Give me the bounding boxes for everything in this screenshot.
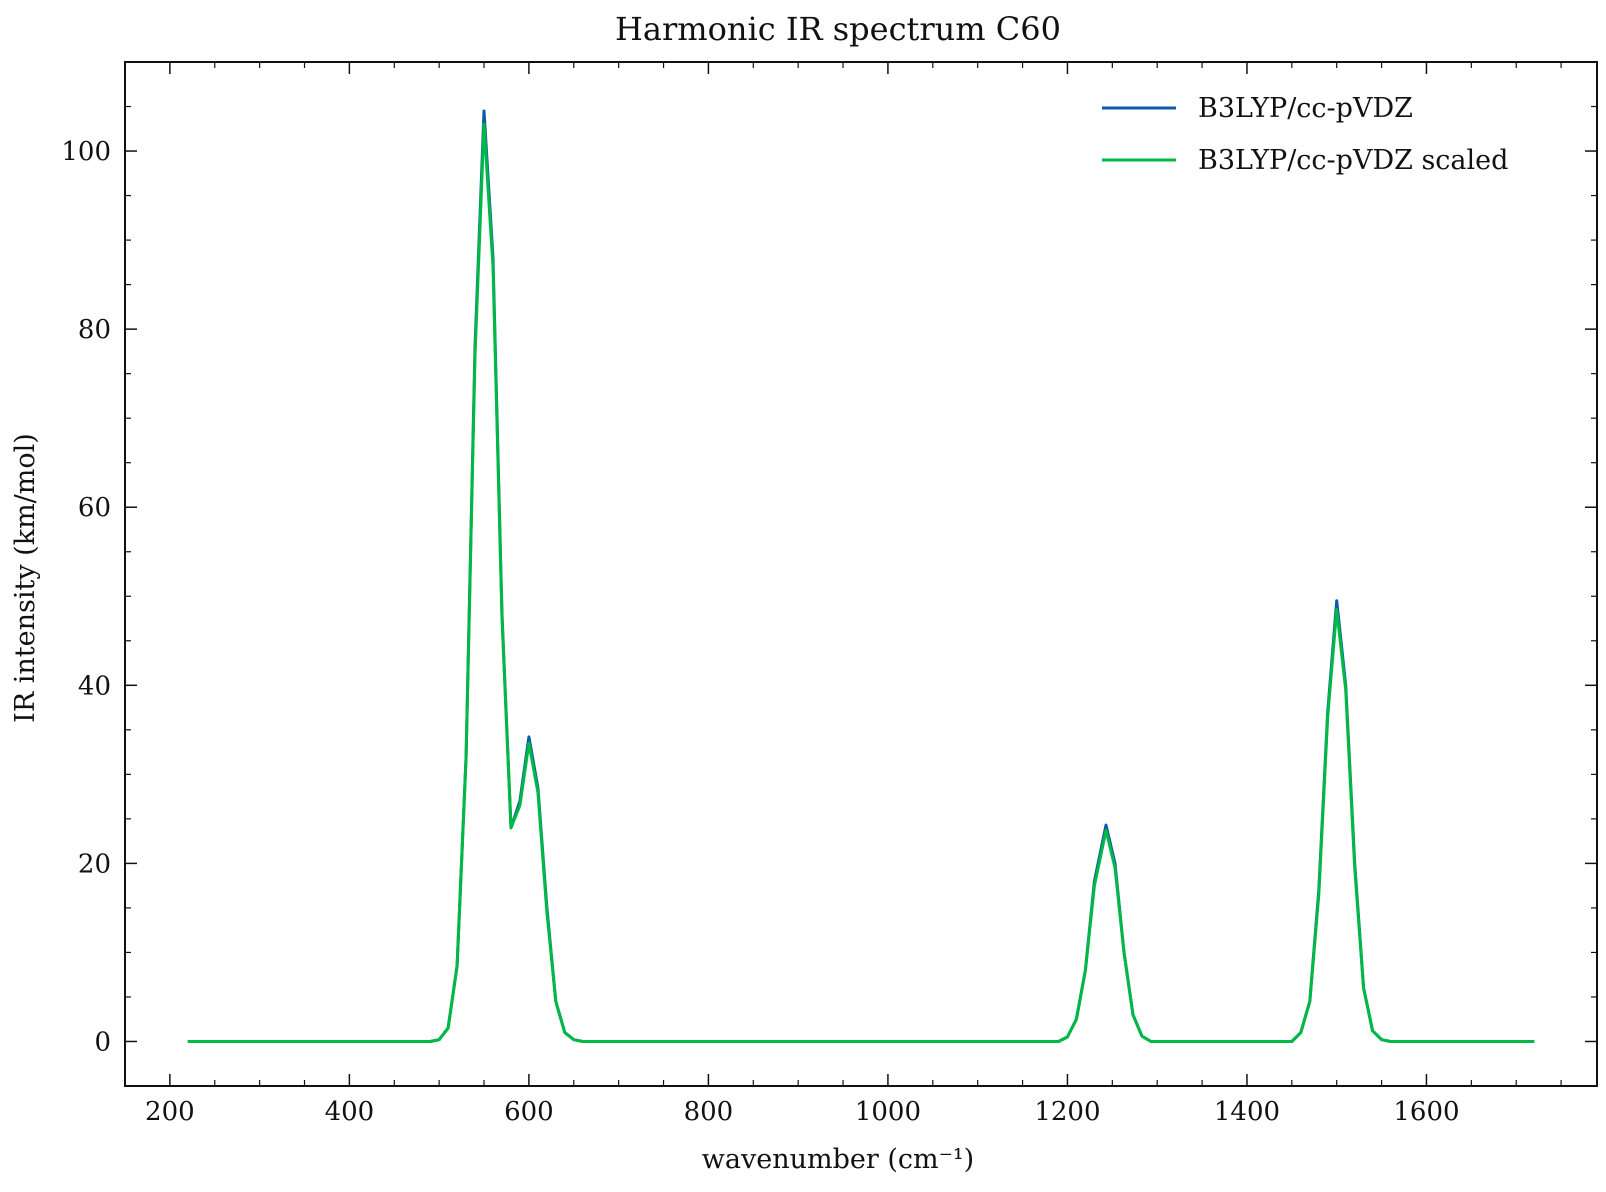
plot-frame bbox=[124, 61, 1598, 1087]
y-axis-label: IR intensity (km/mol) bbox=[10, 433, 41, 723]
legend-label-1: B3LYP/cc-pVDZ scaled bbox=[1198, 145, 1508, 176]
legend-label-0: B3LYP/cc-pVDZ bbox=[1198, 93, 1413, 124]
y-tick-label: 0 bbox=[94, 1027, 111, 1057]
x-tick-label: 600 bbox=[504, 1097, 554, 1127]
y-tick-label: 80 bbox=[78, 315, 111, 345]
y-tick-label: 60 bbox=[78, 493, 111, 523]
x-tick-label: 1400 bbox=[1214, 1097, 1280, 1127]
series-line-1 bbox=[187, 122, 1535, 1043]
y-tick-label: 20 bbox=[78, 849, 111, 879]
series-layer bbox=[187, 109, 1535, 1043]
x-axis-label: wavenumber (cm⁻¹) bbox=[702, 1144, 974, 1175]
legend: B3LYP/cc-pVDZ B3LYP/cc-pVDZ scaled bbox=[1102, 93, 1508, 176]
chart-title: Harmonic IR spectrum C60 bbox=[615, 10, 1061, 48]
ticks-layer: 200 400 600 800 1000 1200 1400 1600 0 20 40 60 80 100 bbox=[61, 61, 1597, 1127]
x-tick-label: 1000 bbox=[855, 1097, 921, 1127]
x-tick-label: 1600 bbox=[1393, 1097, 1459, 1127]
x-tick-label: 400 bbox=[325, 1097, 375, 1127]
x-tick-label: 800 bbox=[684, 1097, 734, 1127]
x-tick-label: 1200 bbox=[1034, 1097, 1100, 1127]
series-line-0 bbox=[187, 109, 1535, 1043]
x-tick-label: 200 bbox=[145, 1097, 195, 1127]
y-tick-label: 100 bbox=[61, 137, 111, 167]
y-tick-label: 40 bbox=[78, 671, 111, 701]
